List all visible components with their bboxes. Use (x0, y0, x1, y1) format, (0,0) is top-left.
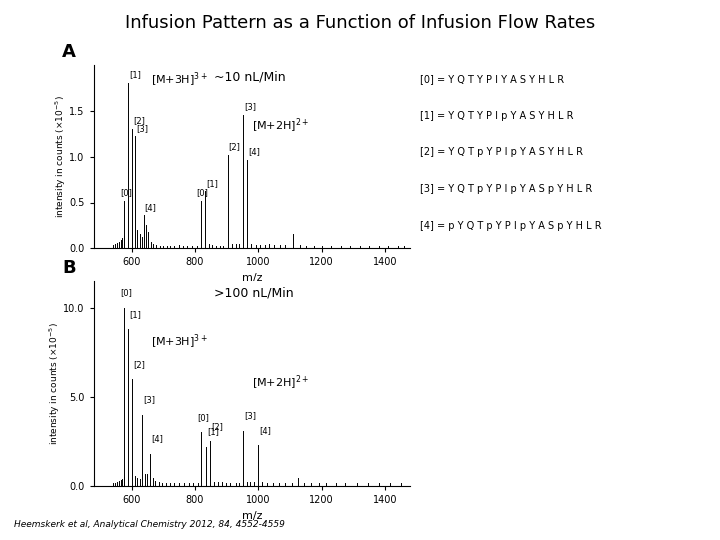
Text: [2]: [2] (228, 142, 240, 151)
Text: [0] = Y Q T Y P I Y A S Y H L R: [0] = Y Q T Y P I Y A S Y H L R (420, 74, 564, 84)
Text: [3] = Y Q T p Y P I p Y A S p Y H L R: [3] = Y Q T p Y P I p Y A S p Y H L R (420, 184, 593, 194)
Text: [4]: [4] (259, 426, 271, 435)
Text: [4]: [4] (151, 435, 163, 444)
Y-axis label: intensity in counts (×10$^{-5}$): intensity in counts (×10$^{-5}$) (53, 95, 68, 218)
Text: [0]: [0] (120, 288, 132, 298)
Text: [2]: [2] (133, 360, 145, 369)
Text: [4]: [4] (145, 202, 156, 212)
Text: [2]: [2] (133, 117, 145, 125)
Text: [1]: [1] (130, 71, 141, 79)
Text: Heemskerk et al, Analytical Chemistry 2012, 84, 4552-4559: Heemskerk et al, Analytical Chemistry 20… (14, 520, 285, 529)
Text: [4]: [4] (248, 147, 260, 157)
Text: ~10 nL/Min: ~10 nL/Min (214, 70, 286, 83)
Text: [2]: [2] (211, 422, 222, 431)
Text: B: B (62, 259, 76, 276)
Text: [1]: [1] (207, 179, 218, 188)
X-axis label: m/z: m/z (242, 511, 262, 521)
Text: [4] = p Y Q T p Y P I p Y A S p Y H L R: [4] = p Y Q T p Y P I p Y A S p Y H L R (420, 221, 602, 231)
Text: [0]: [0] (120, 188, 132, 197)
Text: [3]: [3] (244, 103, 256, 112)
X-axis label: m/z: m/z (242, 273, 262, 283)
Text: [M+3H]$^{3+}$: [M+3H]$^{3+}$ (150, 332, 207, 350)
Y-axis label: intensity in counts (×10$^{-5}$): intensity in counts (×10$^{-5}$) (48, 322, 62, 445)
Text: [M+2H]$^{2+}$: [M+2H]$^{2+}$ (252, 373, 309, 392)
Text: [3]: [3] (244, 411, 256, 421)
Text: [1] = Y Q T Y P I p Y A S Y H L R: [1] = Y Q T Y P I p Y A S Y H L R (420, 111, 573, 121)
Text: [0]: [0] (197, 188, 208, 197)
Text: [3]: [3] (136, 124, 148, 133)
Text: A: A (62, 43, 76, 61)
Text: [0]: [0] (197, 413, 209, 422)
Text: [1]: [1] (129, 310, 141, 319)
Text: [1]: [1] (207, 428, 219, 436)
Text: [2] = Y Q T p Y P I p Y A S Y H L R: [2] = Y Q T p Y P I p Y A S Y H L R (420, 147, 583, 158)
Text: [M+3H]$^{3+}$: [M+3H]$^{3+}$ (150, 70, 207, 89)
Text: Infusion Pattern as a Function of Infusion Flow Rates: Infusion Pattern as a Function of Infusi… (125, 14, 595, 31)
Text: [3]: [3] (143, 395, 156, 404)
Text: [M+2H]$^{2+}$: [M+2H]$^{2+}$ (252, 116, 309, 134)
Text: >100 nL/Min: >100 nL/Min (214, 287, 294, 300)
